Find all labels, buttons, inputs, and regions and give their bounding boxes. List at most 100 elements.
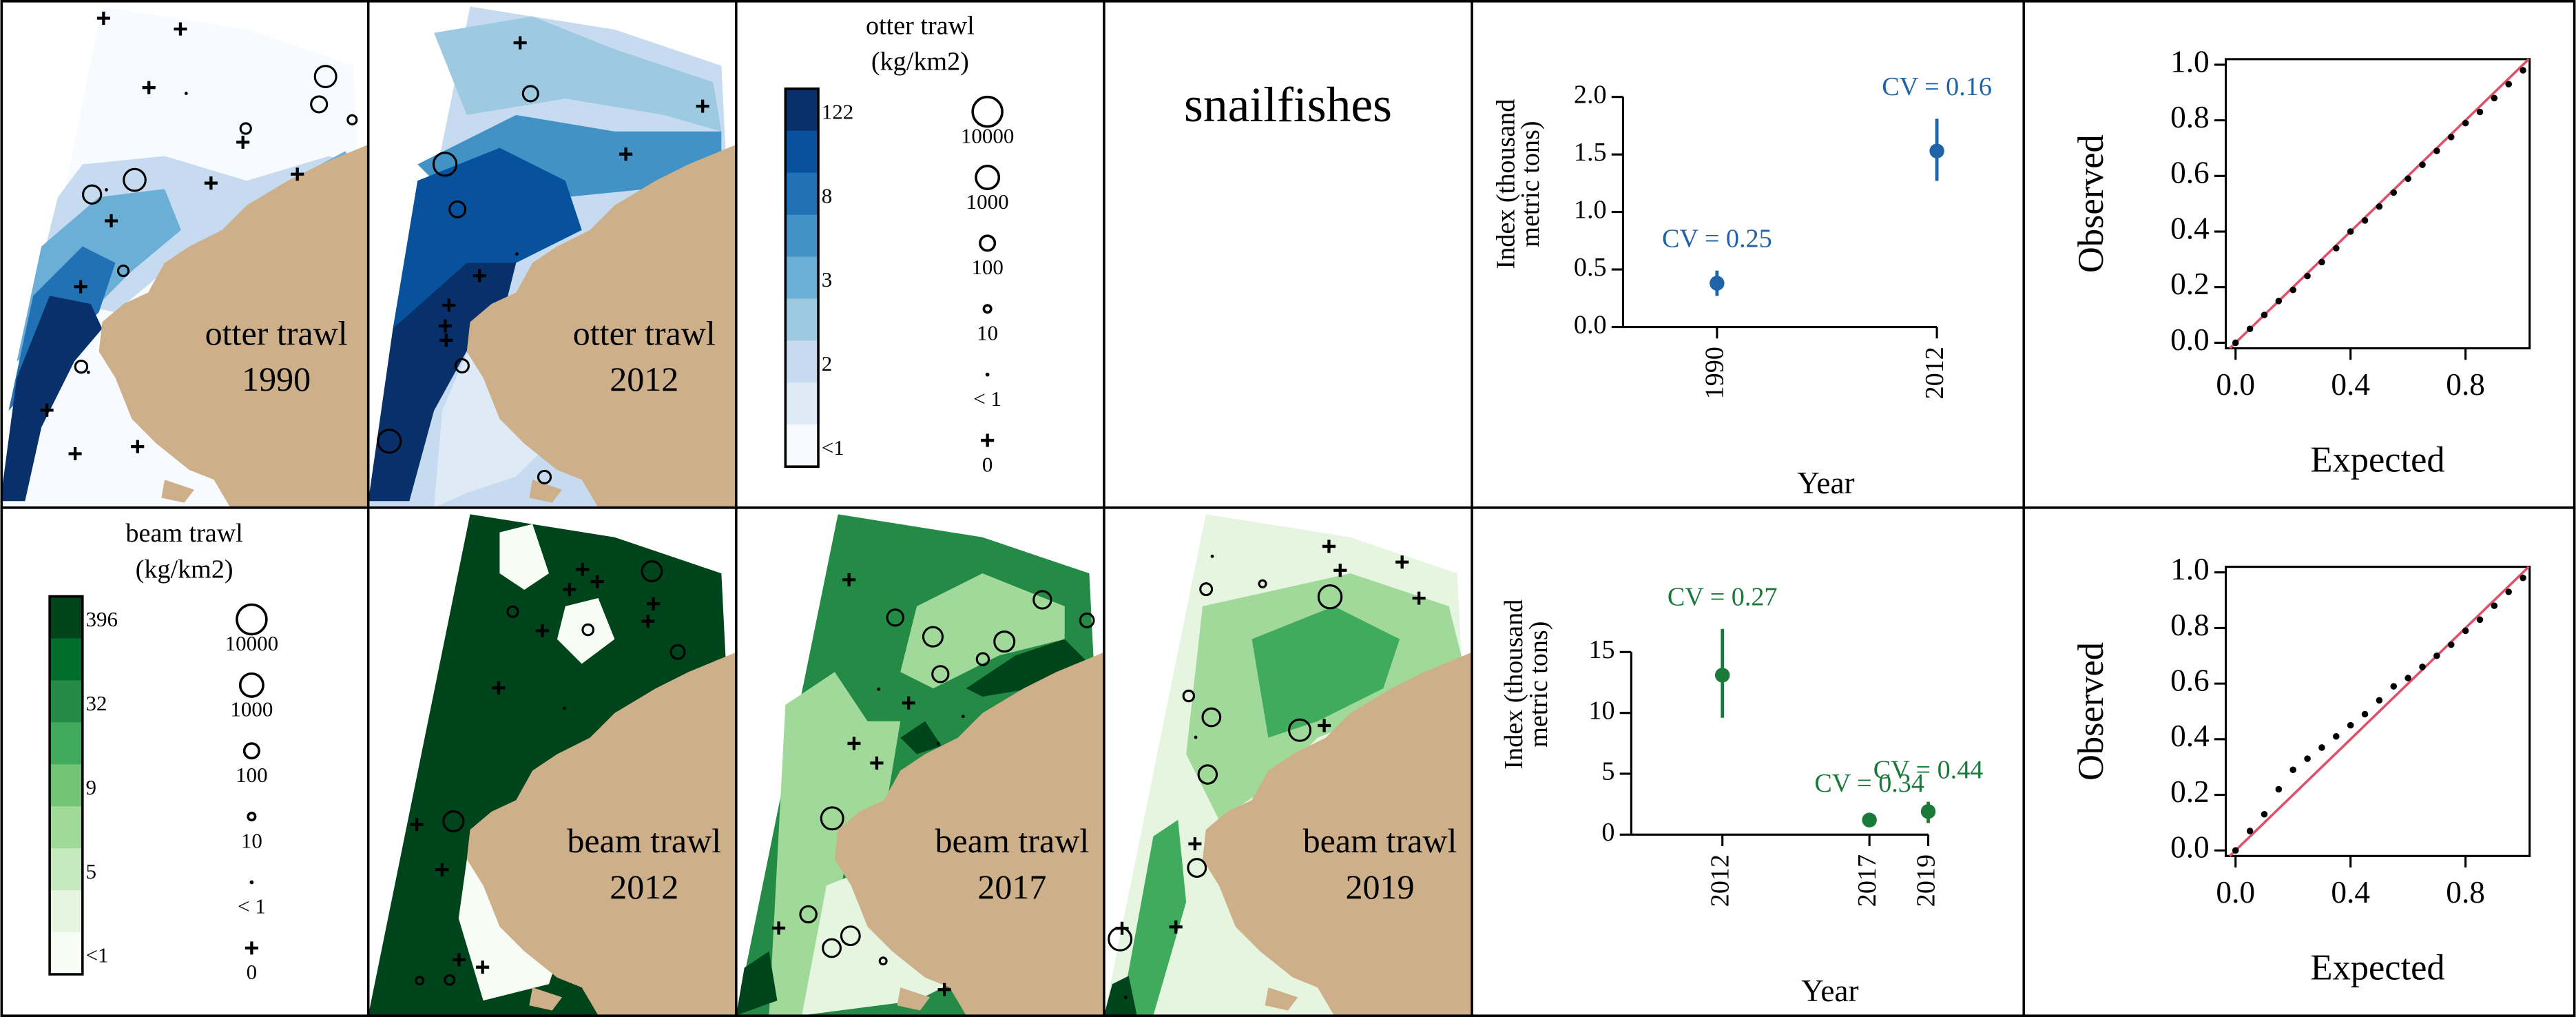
size-label: 0 [247, 960, 258, 984]
station-dot [877, 687, 881, 691]
y-tick-label: 0.6 [2170, 664, 2210, 698]
station-zero [204, 176, 218, 190]
size-label: 10000 [961, 123, 1014, 147]
point [2347, 721, 2354, 729]
point [2275, 298, 2283, 305]
land [98, 144, 368, 508]
color-band [50, 722, 83, 766]
color-label: 122 [822, 99, 853, 123]
station-catch [116, 264, 130, 278]
station-catch [346, 114, 358, 125]
station-zero [472, 269, 486, 282]
point [2505, 588, 2512, 595]
size-label: 10 [977, 321, 998, 345]
station-catch [878, 956, 888, 966]
legend: beam trawl(kg/km2)3963295<11000010001001… [48, 519, 278, 984]
station-zero [1188, 837, 1202, 851]
density-region [1120, 819, 1187, 1016]
point [2289, 766, 2296, 773]
size-label: < 1 [973, 387, 1001, 411]
size-symbol [238, 672, 264, 698]
station-zero [937, 983, 951, 996]
point [1714, 668, 1730, 683]
point [2232, 847, 2239, 854]
point [2476, 108, 2484, 116]
station-zero [641, 615, 655, 628]
station-zero [1395, 555, 1409, 569]
size-symbol [982, 304, 993, 314]
point [2404, 175, 2411, 183]
x-axis-label: Expected [2311, 440, 2445, 480]
station-zero [74, 280, 87, 294]
density-region [393, 147, 582, 329]
y-tick-label: 0.4 [2170, 719, 2210, 753]
color-label: 2 [822, 351, 833, 376]
station-zero [535, 624, 549, 637]
point [1710, 276, 1725, 291]
station-zero [772, 921, 786, 935]
map-year: 1990 [242, 360, 311, 398]
station-catch [822, 938, 842, 958]
x-tick-label: 2012 [1705, 854, 1734, 907]
point [2376, 697, 2383, 704]
x-tick-label: 0.4 [2331, 367, 2370, 402]
point [1862, 812, 1877, 828]
map-year: 2012 [610, 867, 678, 906]
station-catch [74, 359, 89, 374]
size-symbol [985, 372, 990, 377]
station-zero [438, 319, 453, 333]
map-label: beam trawl [1303, 821, 1457, 860]
map-layer [368, 6, 736, 508]
map-year: 2012 [610, 360, 678, 398]
station-zero [1318, 719, 1331, 732]
map: beam trawl 2019 [1103, 514, 1473, 1016]
density-region [0, 296, 103, 502]
x-axis-label: Year [1801, 974, 1858, 1008]
station-catch [1187, 858, 1207, 878]
density-region [966, 639, 1090, 697]
y-tick-label: 0.8 [2170, 100, 2210, 134]
color-bar-frame [784, 87, 820, 468]
map-layer [736, 514, 1104, 1016]
point [2390, 189, 2398, 196]
density-region [802, 869, 950, 1016]
color-band [785, 424, 819, 467]
station-catch [377, 429, 402, 454]
point [2404, 675, 2411, 681]
point [2447, 641, 2455, 648]
point [2447, 134, 2455, 141]
y-axis-label: metric tons) [1524, 622, 1553, 748]
size-symbol [247, 812, 257, 822]
point [1920, 804, 1936, 819]
station-catch [313, 65, 337, 89]
point [2433, 147, 2440, 154]
size-label: < 1 [238, 894, 266, 918]
station-dot [1123, 996, 1128, 999]
map-layer [1103, 514, 1473, 1016]
station-zero [1169, 920, 1183, 934]
legend: otter trawl(kg/km2)122832<11000010001001… [784, 11, 1014, 476]
y-tick-label: 15 [1588, 635, 1614, 664]
color-band [785, 214, 819, 258]
station-dot [1194, 735, 1198, 739]
point [2275, 785, 2283, 793]
point [2462, 119, 2469, 127]
point [2347, 228, 2354, 235]
color-label: 3 [822, 267, 833, 291]
point [2232, 339, 2239, 347]
station-catch [415, 976, 425, 986]
station-zero [1412, 591, 1426, 605]
point [2304, 272, 2311, 280]
density-region [769, 672, 901, 1016]
station-zero [68, 446, 82, 461]
size-label: 100 [971, 255, 1003, 279]
size-symbol [245, 941, 258, 955]
point [2261, 811, 2268, 818]
color-label: 32 [86, 691, 107, 715]
station-zero [842, 573, 856, 586]
station-catch [521, 85, 539, 103]
station-zero [131, 440, 145, 453]
size-label: 1000 [230, 697, 273, 721]
point [2491, 602, 2498, 609]
station-catch [448, 200, 467, 218]
